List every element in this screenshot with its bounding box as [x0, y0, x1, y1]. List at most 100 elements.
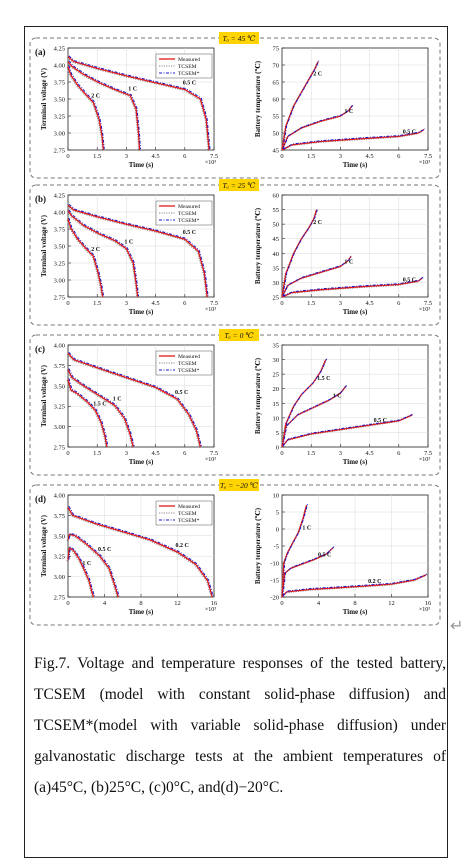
- temperature-plot-area: [281, 194, 429, 298]
- voltage-series-tcsem: [66, 219, 103, 298]
- temperature-series-label: 1 C: [344, 259, 353, 265]
- voltage-xtick-label: 6: [183, 450, 187, 457]
- voltage-ytick-label: 3.00: [54, 131, 65, 138]
- voltage-series-tcsem-star: [68, 546, 95, 597]
- voltage-xtick-label: 3: [125, 153, 128, 160]
- temperature-series-label: 0.5 C: [403, 129, 416, 135]
- voltage-ytick-label: 3.00: [54, 278, 65, 285]
- temperature-ytick-label: 35: [273, 265, 280, 272]
- temperature-xlabel: Time (s): [343, 161, 368, 169]
- voltage-xlabel: Time (s): [129, 608, 154, 616]
- legend-box: [155, 500, 213, 526]
- voltage-x-multiplier: ×10³: [205, 457, 216, 463]
- chart-panel: Tₐ = −20 ℃ (d) 2.75 3.00 3.25 3.50 3.75 4.00 0 4 8…: [29, 479, 441, 626]
- voltage-series-measured: [67, 369, 134, 448]
- voltage-xtick-label: 4.5: [152, 450, 160, 457]
- voltage-series-label: 1 C: [128, 87, 137, 93]
- temperature-ytick-label: 25: [273, 372, 280, 379]
- voltage-ylabel: Terminal voltage (V): [40, 67, 48, 130]
- temperature-xtick-label: 0: [280, 300, 283, 307]
- voltage-xtick-label: 12: [174, 600, 181, 607]
- temperature-xtick-label: 6: [397, 153, 401, 160]
- voltage-series-measured: [67, 546, 95, 598]
- voltage-ytick-label: 3.75: [54, 363, 65, 370]
- temperature-ytick-label: -10: [270, 561, 279, 568]
- temperature-xtick-label: 16: [425, 600, 432, 607]
- legend-entry: TCSEM*: [178, 71, 200, 77]
- panel-letter: (d): [35, 494, 46, 504]
- temperature-xtick-label: 1.5: [307, 450, 315, 457]
- voltage-series-label: 0.5 C: [175, 390, 188, 396]
- temperature-xtick-label: 0: [280, 153, 283, 160]
- temperature-ylabel: Battery temperature (℃): [254, 207, 262, 284]
- temperature-ytick-label: 75: [273, 46, 280, 53]
- temperature-ytick-label: 0: [276, 527, 279, 534]
- temperature-series-tcsem-star: [282, 60, 320, 150]
- temperature-xtick-label: 7.5: [424, 450, 432, 457]
- legend-box: [155, 53, 213, 79]
- temperature-xtick-label: 4: [317, 600, 321, 607]
- voltage-series-measured: [67, 61, 141, 151]
- voltage-x-multiplier: ×10³: [205, 160, 216, 166]
- temperature-series-tcsem-star: [282, 255, 353, 297]
- panel-title: Tₐ = 45 ℃: [223, 34, 257, 43]
- temperature-xtick-label: 12: [388, 600, 395, 607]
- temperature-series-tcsem: [280, 130, 424, 152]
- temperature-ytick-label: -5: [274, 544, 279, 551]
- voltage-ytick-label: 3.50: [54, 244, 65, 251]
- temperature-ytick-label: 60: [273, 97, 280, 104]
- temperature-ytick-label: 65: [273, 80, 280, 87]
- panel-title: Tₐ = 25 ℃: [223, 181, 257, 190]
- temperature-ytick-label: 50: [273, 222, 280, 229]
- temperature-xtick-label: 4.5: [366, 300, 374, 307]
- temperature-xtick-label: 1.5: [307, 153, 315, 160]
- temperature-series-measured: [281, 574, 427, 598]
- voltage-xlabel: Time (s): [129, 308, 154, 316]
- temperature-series-label: 2 C: [313, 72, 322, 78]
- temperature-series-tcsem: [280, 575, 426, 599]
- paragraph-mark: ↵: [450, 616, 464, 635]
- voltage-series-measured: [67, 56, 210, 151]
- chart-panel: Tₐ = 0 ℃ (c) 2.75 3.00 3.25 3.50 3.75 4.00 0 1.5 3…: [29, 329, 441, 476]
- voltage-ytick-label: 4.25: [54, 193, 65, 200]
- temperature-xlabel: Time (s): [343, 458, 368, 466]
- temperature-series-tcsem-star: [282, 104, 354, 150]
- legend-entry: TCSEM*: [178, 368, 200, 374]
- temperature-xtick-label: 6: [397, 300, 401, 307]
- voltage-xtick-label: 7.5: [210, 450, 218, 457]
- voltage-series-label: 1 C: [113, 396, 122, 402]
- temperature-series-tcsem-star: [282, 546, 335, 597]
- voltage-ytick-label: 4.00: [54, 343, 65, 350]
- voltage-xtick-label: 0: [66, 300, 69, 307]
- temperature-series-label: 0.5 C: [403, 277, 416, 283]
- legend-entry: TCSEM*: [178, 218, 200, 224]
- temperature-xlabel: Time (s): [343, 608, 368, 616]
- temperature-ytick-label: 15: [273, 401, 280, 408]
- legend-entry: TCSEM: [178, 64, 197, 70]
- temperature-xtick-label: 3: [339, 153, 342, 160]
- voltage-xtick-label: 7.5: [210, 153, 218, 160]
- voltage-series-tcsem: [66, 205, 207, 298]
- temperature-ytick-label: 10: [273, 415, 280, 422]
- voltage-xtick-label: 1.5: [93, 450, 101, 457]
- voltage-ytick-label: 3.00: [54, 574, 65, 581]
- temperature-series-tcsem-star: [282, 358, 328, 447]
- voltage-ytick-label: 2.75: [54, 148, 65, 155]
- figure-caption: Fig.7. Voltage and temperature responses…: [34, 648, 446, 803]
- panel-letter: (c): [35, 344, 45, 354]
- legend-entry: TCSEM: [178, 511, 197, 517]
- temperature-ytick-label: 30: [273, 280, 280, 287]
- voltage-xtick-label: 8: [139, 600, 142, 607]
- voltage-series-measured: [67, 204, 208, 298]
- temperature-xtick-label: 7.5: [424, 300, 432, 307]
- temperature-ytick-label: 45: [273, 236, 280, 243]
- figure-svg: Tₐ = 45 ℃ (a) 2.75 3.00 3.25 3.50 3.75 4.00 4.25…: [29, 32, 441, 626]
- temperature-series-tcsem-star: [282, 276, 424, 297]
- chart-panel: Tₐ = 25 ℃ (b) 2.75 3.00 3.25 3.50 3.75 4.00 4.25…: [29, 179, 441, 326]
- temperature-x-multiplier: ×10³: [419, 160, 430, 166]
- voltage-xtick-label: 4.5: [152, 153, 160, 160]
- temperature-ytick-label: 55: [273, 207, 280, 214]
- voltage-ytick-label: 3.25: [54, 114, 65, 121]
